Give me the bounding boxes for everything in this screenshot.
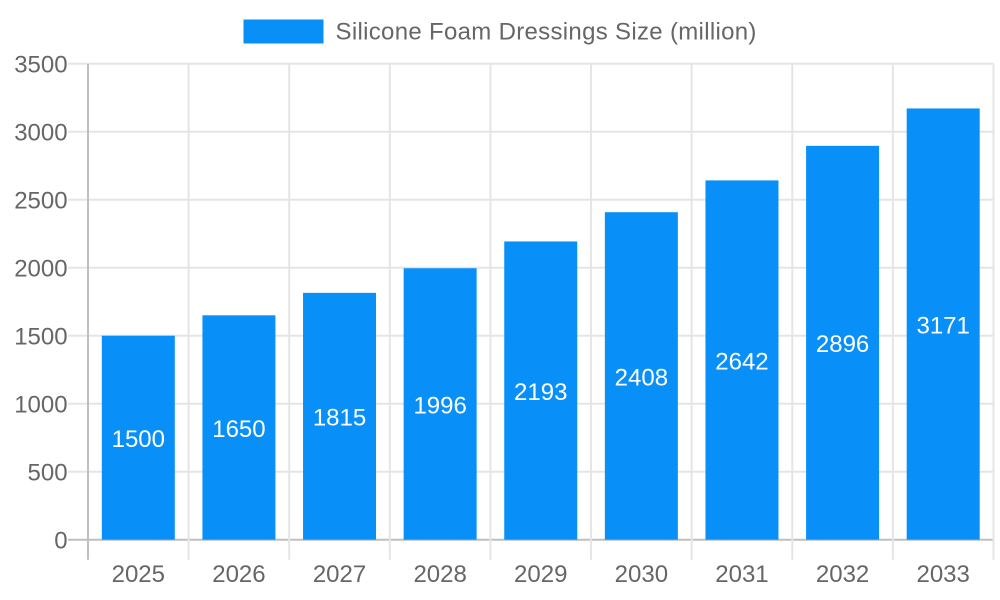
svg-text:1815: 1815 — [313, 405, 366, 432]
svg-text:1500: 1500 — [112, 426, 165, 453]
svg-text:2000: 2000 — [14, 256, 67, 283]
svg-text:2642: 2642 — [715, 348, 768, 375]
svg-text:2896: 2896 — [816, 331, 869, 358]
svg-text:1996: 1996 — [413, 392, 466, 419]
svg-text:3171: 3171 — [916, 312, 969, 339]
svg-text:2025: 2025 — [112, 561, 165, 588]
svg-text:3500: 3500 — [14, 52, 67, 79]
svg-text:1000: 1000 — [14, 392, 67, 419]
svg-text:2026: 2026 — [212, 561, 265, 588]
svg-text:1500: 1500 — [14, 324, 67, 351]
svg-text:2193: 2193 — [514, 379, 567, 406]
svg-text:Silicone Foam Dressings Size (: Silicone Foam Dressings Size (million) — [336, 19, 757, 46]
svg-text:2029: 2029 — [514, 561, 567, 588]
svg-text:2031: 2031 — [715, 561, 768, 588]
svg-text:0: 0 — [54, 528, 67, 555]
svg-text:2500: 2500 — [14, 188, 67, 215]
svg-text:2033: 2033 — [916, 561, 969, 588]
svg-text:1650: 1650 — [212, 416, 265, 443]
svg-text:2408: 2408 — [615, 364, 668, 391]
svg-text:2028: 2028 — [413, 561, 466, 588]
svg-text:3000: 3000 — [14, 120, 67, 147]
svg-text:2027: 2027 — [313, 561, 366, 588]
svg-text:2030: 2030 — [615, 561, 668, 588]
svg-text:2032: 2032 — [816, 561, 869, 588]
svg-text:500: 500 — [28, 460, 68, 487]
